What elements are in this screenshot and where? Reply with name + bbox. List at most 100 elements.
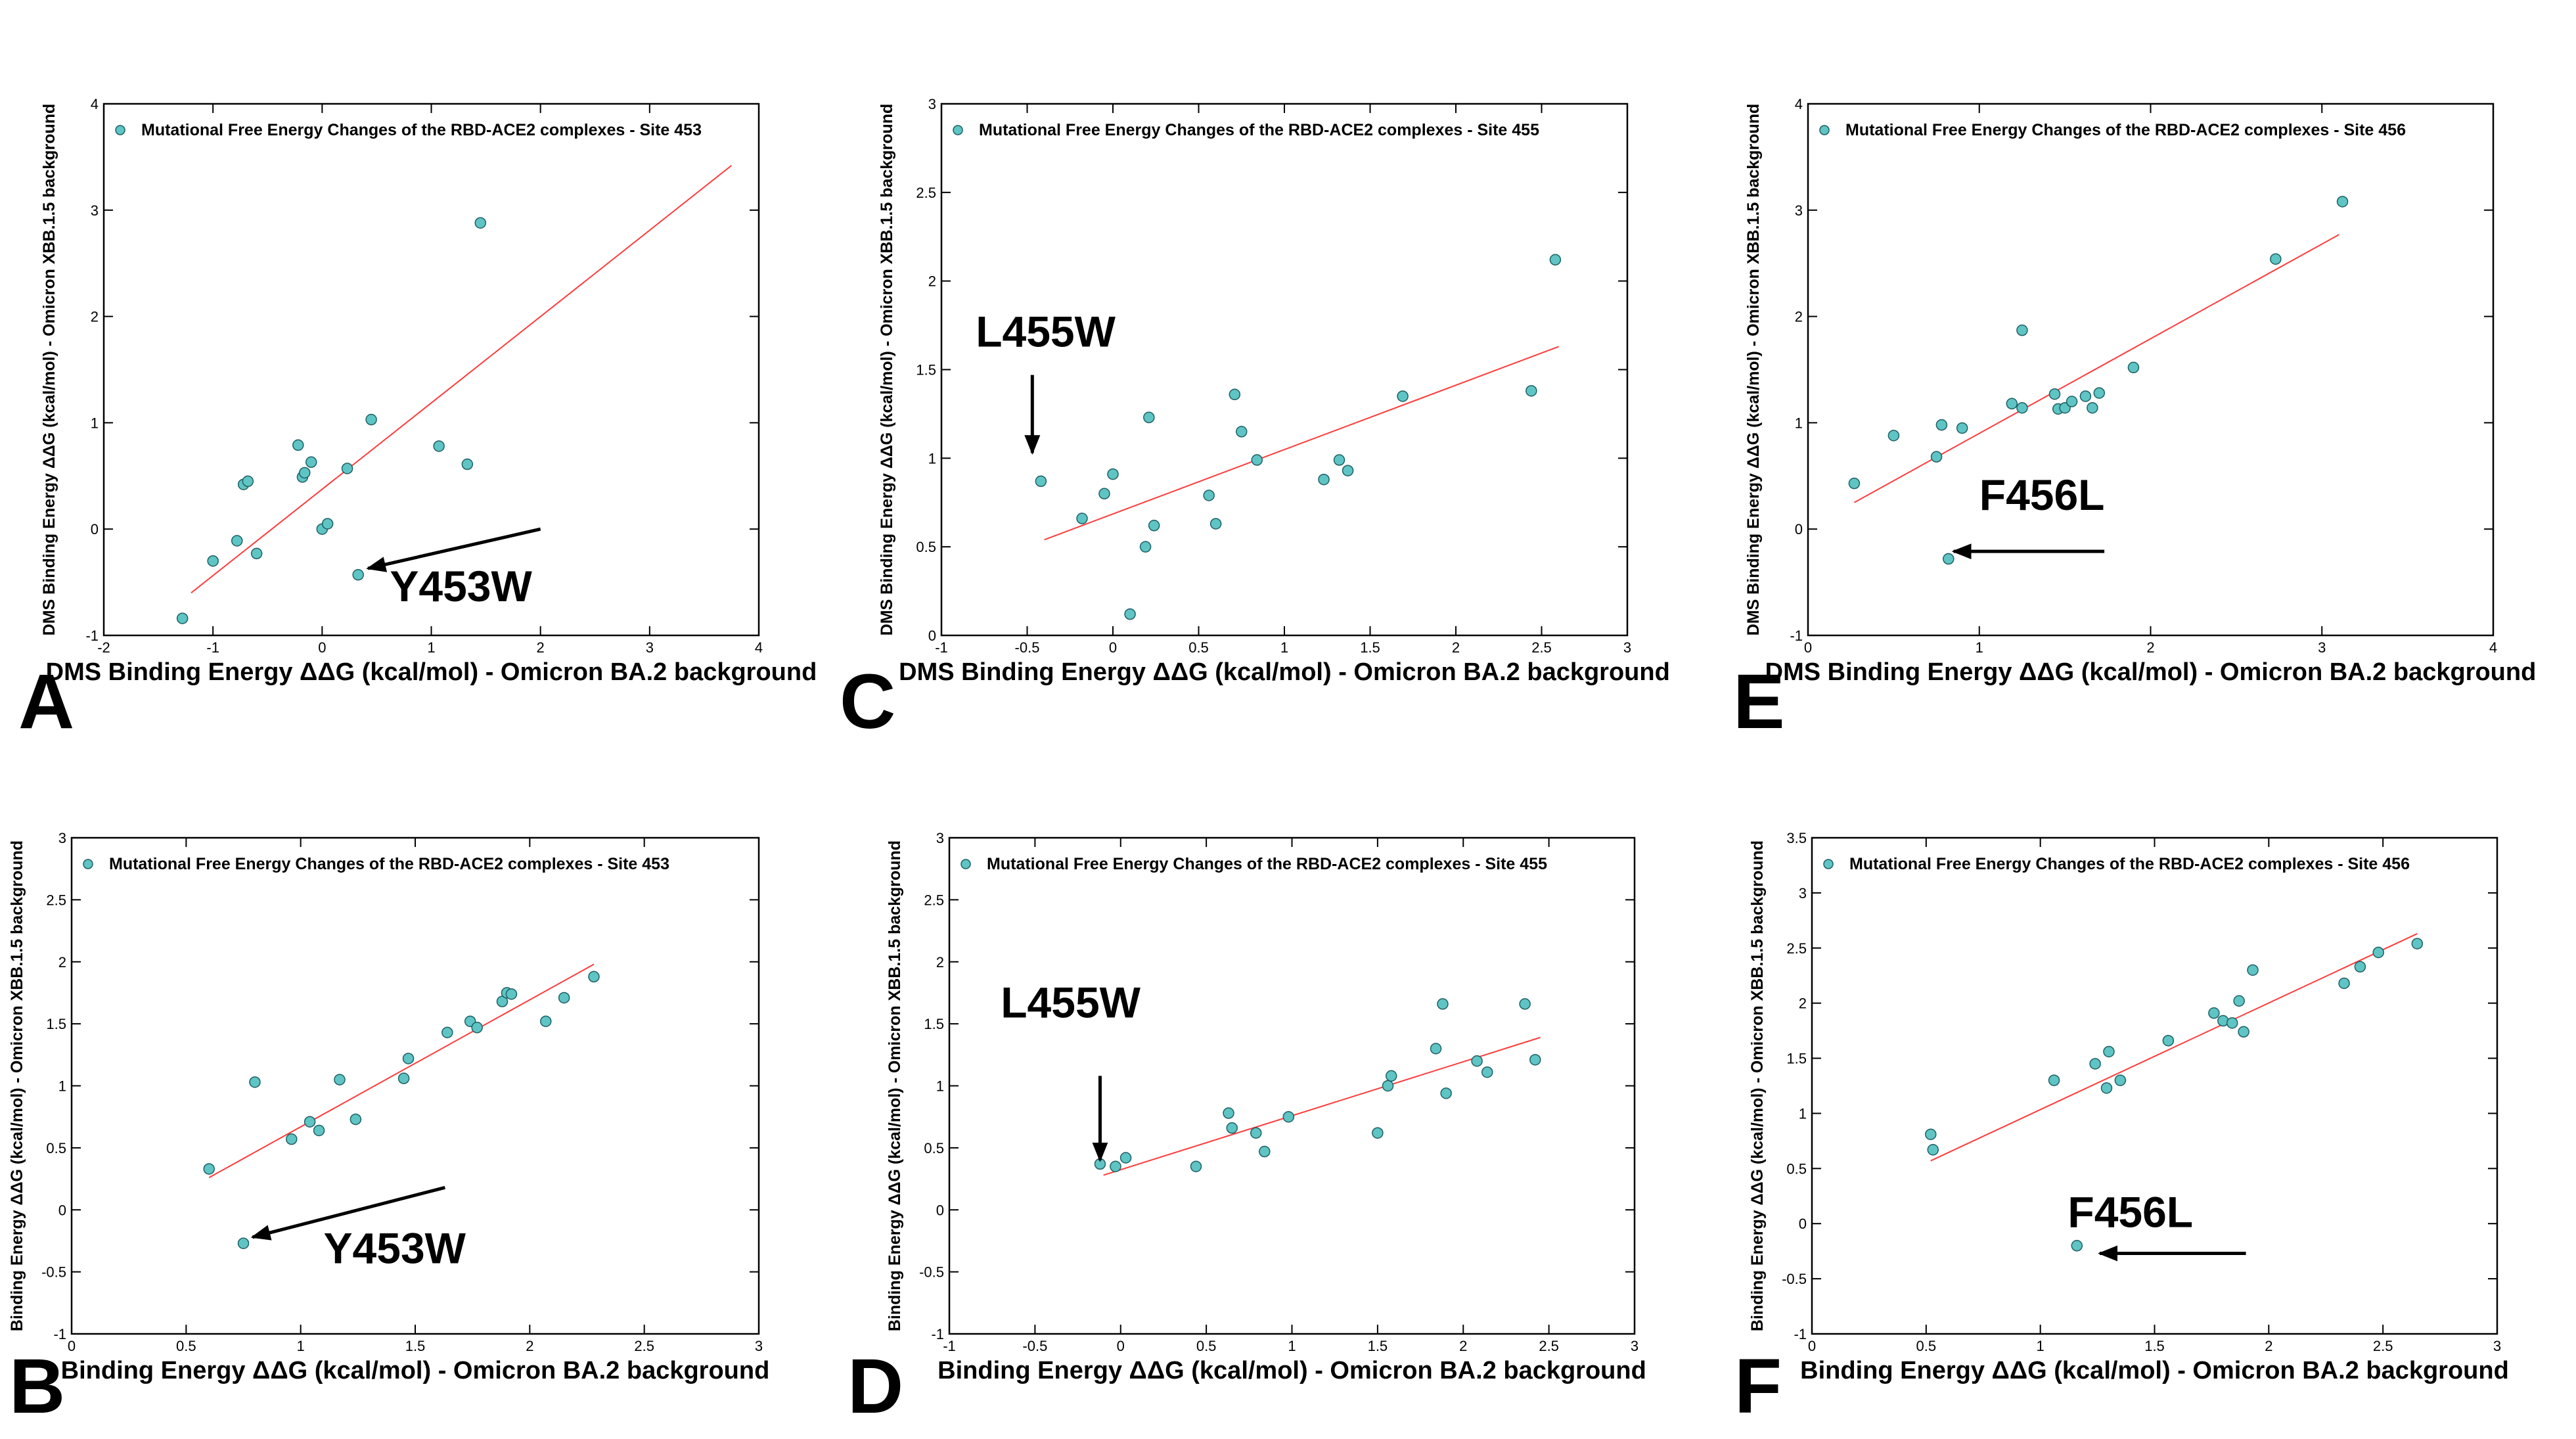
legend-marker: [953, 125, 963, 135]
y-tick-label: 2: [58, 954, 66, 971]
data-point: [539, 1015, 552, 1028]
legend-marker: [960, 859, 971, 869]
data-point: [231, 535, 243, 547]
x-tick-label: 2: [537, 639, 545, 656]
data-point: [588, 971, 600, 983]
data-point: [2079, 390, 2092, 402]
y-tick-label: 1: [1799, 1105, 1807, 1122]
x-tick-label: 1: [2037, 1338, 2045, 1354]
data-point: [1236, 426, 1248, 438]
y-tick-label: 2.5: [1786, 940, 1807, 957]
x-tick-label: -0.5: [1015, 639, 1040, 656]
data-point: [2226, 1017, 2238, 1029]
y-tick-label: 3: [936, 830, 944, 846]
y-tick-label: 0: [928, 628, 936, 644]
data-point: [441, 1026, 453, 1039]
data-point: [1094, 1158, 1106, 1170]
y-tick-label: 3.5: [1786, 830, 1807, 846]
data-point: [298, 467, 311, 479]
data-point: [1437, 998, 1449, 1010]
x-tick-label: -0.5: [1022, 1338, 1047, 1354]
data-point: [558, 992, 570, 1004]
y-tick-label: 2: [928, 273, 936, 290]
annotation-arrow: [250, 1185, 445, 1241]
x-axis-label: Binding Energy ΔΔG (kcal/mol) - Omicron …: [61, 1357, 770, 1384]
annotation-label: L455W: [976, 307, 1116, 355]
y-tick-label: 0.5: [924, 1140, 944, 1156]
y-tick-label: 2.5: [916, 185, 936, 201]
data-point: [1282, 1110, 1295, 1123]
y-axis-label: DMS Binding Energy ΔΔG (kcal/mol) - Omic…: [1744, 104, 1763, 636]
plot-frame: [940, 103, 1629, 637]
x-tick-label: 3: [646, 639, 654, 656]
data-point: [2089, 1058, 2101, 1070]
x-tick-label: 0: [1117, 1338, 1125, 1354]
data-point: [2048, 388, 2061, 400]
data-point: [1318, 473, 1330, 486]
y-tick-label: 2.5: [46, 892, 66, 908]
data-point: [402, 1053, 415, 1064]
data-point: [249, 1076, 261, 1088]
y-tick-label: -0.5: [41, 1264, 66, 1281]
legend-marker: [1823, 859, 1834, 869]
data-point: [2336, 196, 2349, 208]
x-tick-label: 0: [68, 1338, 76, 1354]
y-tick-label: 0.5: [46, 1140, 66, 1156]
data-point: [285, 1133, 298, 1145]
fit-line: [1044, 346, 1559, 541]
x-tick-label: 2: [1452, 639, 1460, 656]
y-tick-label: 1: [928, 450, 936, 467]
x-tick-label: 2: [2265, 1338, 2272, 1354]
legend-label: Mutational Free Energy Changes of the RB…: [1845, 121, 2406, 139]
data-point: [2372, 946, 2384, 959]
y-tick-label: 3: [1799, 885, 1807, 902]
data-point: [1119, 1152, 1132, 1164]
data-point: [1342, 465, 1354, 476]
x-tick-label: 1: [1280, 639, 1288, 656]
y-tick-label: 2: [1799, 995, 1807, 1012]
y-tick-label: 1: [936, 1078, 944, 1095]
data-point: [341, 463, 353, 474]
y-tick-label: -1: [1790, 628, 1803, 644]
x-tick-label: 1: [1288, 1338, 1296, 1354]
fit-line: [208, 963, 595, 1179]
data-point: [313, 1124, 325, 1137]
legend-marker: [83, 859, 93, 869]
data-point: [2066, 396, 2078, 407]
data-point: [471, 1022, 483, 1034]
y-tick-label: 1: [58, 1078, 66, 1095]
x-axis-label: DMS Binding Energy ΔΔG (kcal/mol) - Omic…: [46, 658, 817, 686]
data-point: [2093, 387, 2106, 399]
data-point: [2006, 398, 2018, 410]
data-point: [1471, 1055, 1483, 1067]
data-point: [2103, 1045, 2115, 1058]
x-tick-label: 2.5: [2373, 1338, 2393, 1354]
legend-label: Mutational Free Energy Changes of the RB…: [987, 855, 1547, 873]
legend-label: Mutational Free Energy Changes of the RB…: [979, 121, 1539, 139]
data-point: [2208, 1007, 2220, 1019]
annotation-label: L455W: [1001, 978, 1141, 1027]
panel-letter: C: [840, 658, 895, 745]
data-point: [305, 456, 317, 468]
x-tick-label: 2.5: [1539, 1338, 1559, 1354]
fit-line: [1103, 1036, 1541, 1176]
x-tick-label: 1.5: [2144, 1338, 2165, 1354]
data-point: [1925, 1128, 1937, 1141]
y-tick-label: 0.5: [1786, 1160, 1807, 1177]
x-tick-label: 4: [2489, 639, 2497, 656]
legend-label: Mutational Free Energy Changes of the RB…: [109, 855, 669, 873]
x-tick-label: 3: [2493, 1338, 2501, 1354]
x-tick-label: -1: [206, 639, 219, 656]
data-point: [1385, 1070, 1397, 1082]
y-tick-label: 3: [91, 202, 99, 219]
data-point: [1229, 388, 1241, 401]
y-tick-label: 1: [1795, 415, 1803, 431]
y-axis-label: Binding Energy ΔΔG (kcal/mol) - Omicron …: [1748, 840, 1767, 1331]
data-point: [1226, 1122, 1238, 1134]
data-point: [2247, 964, 2259, 976]
data-point: [350, 1113, 362, 1126]
data-point: [1481, 1066, 1493, 1078]
data-point: [2127, 361, 2140, 374]
